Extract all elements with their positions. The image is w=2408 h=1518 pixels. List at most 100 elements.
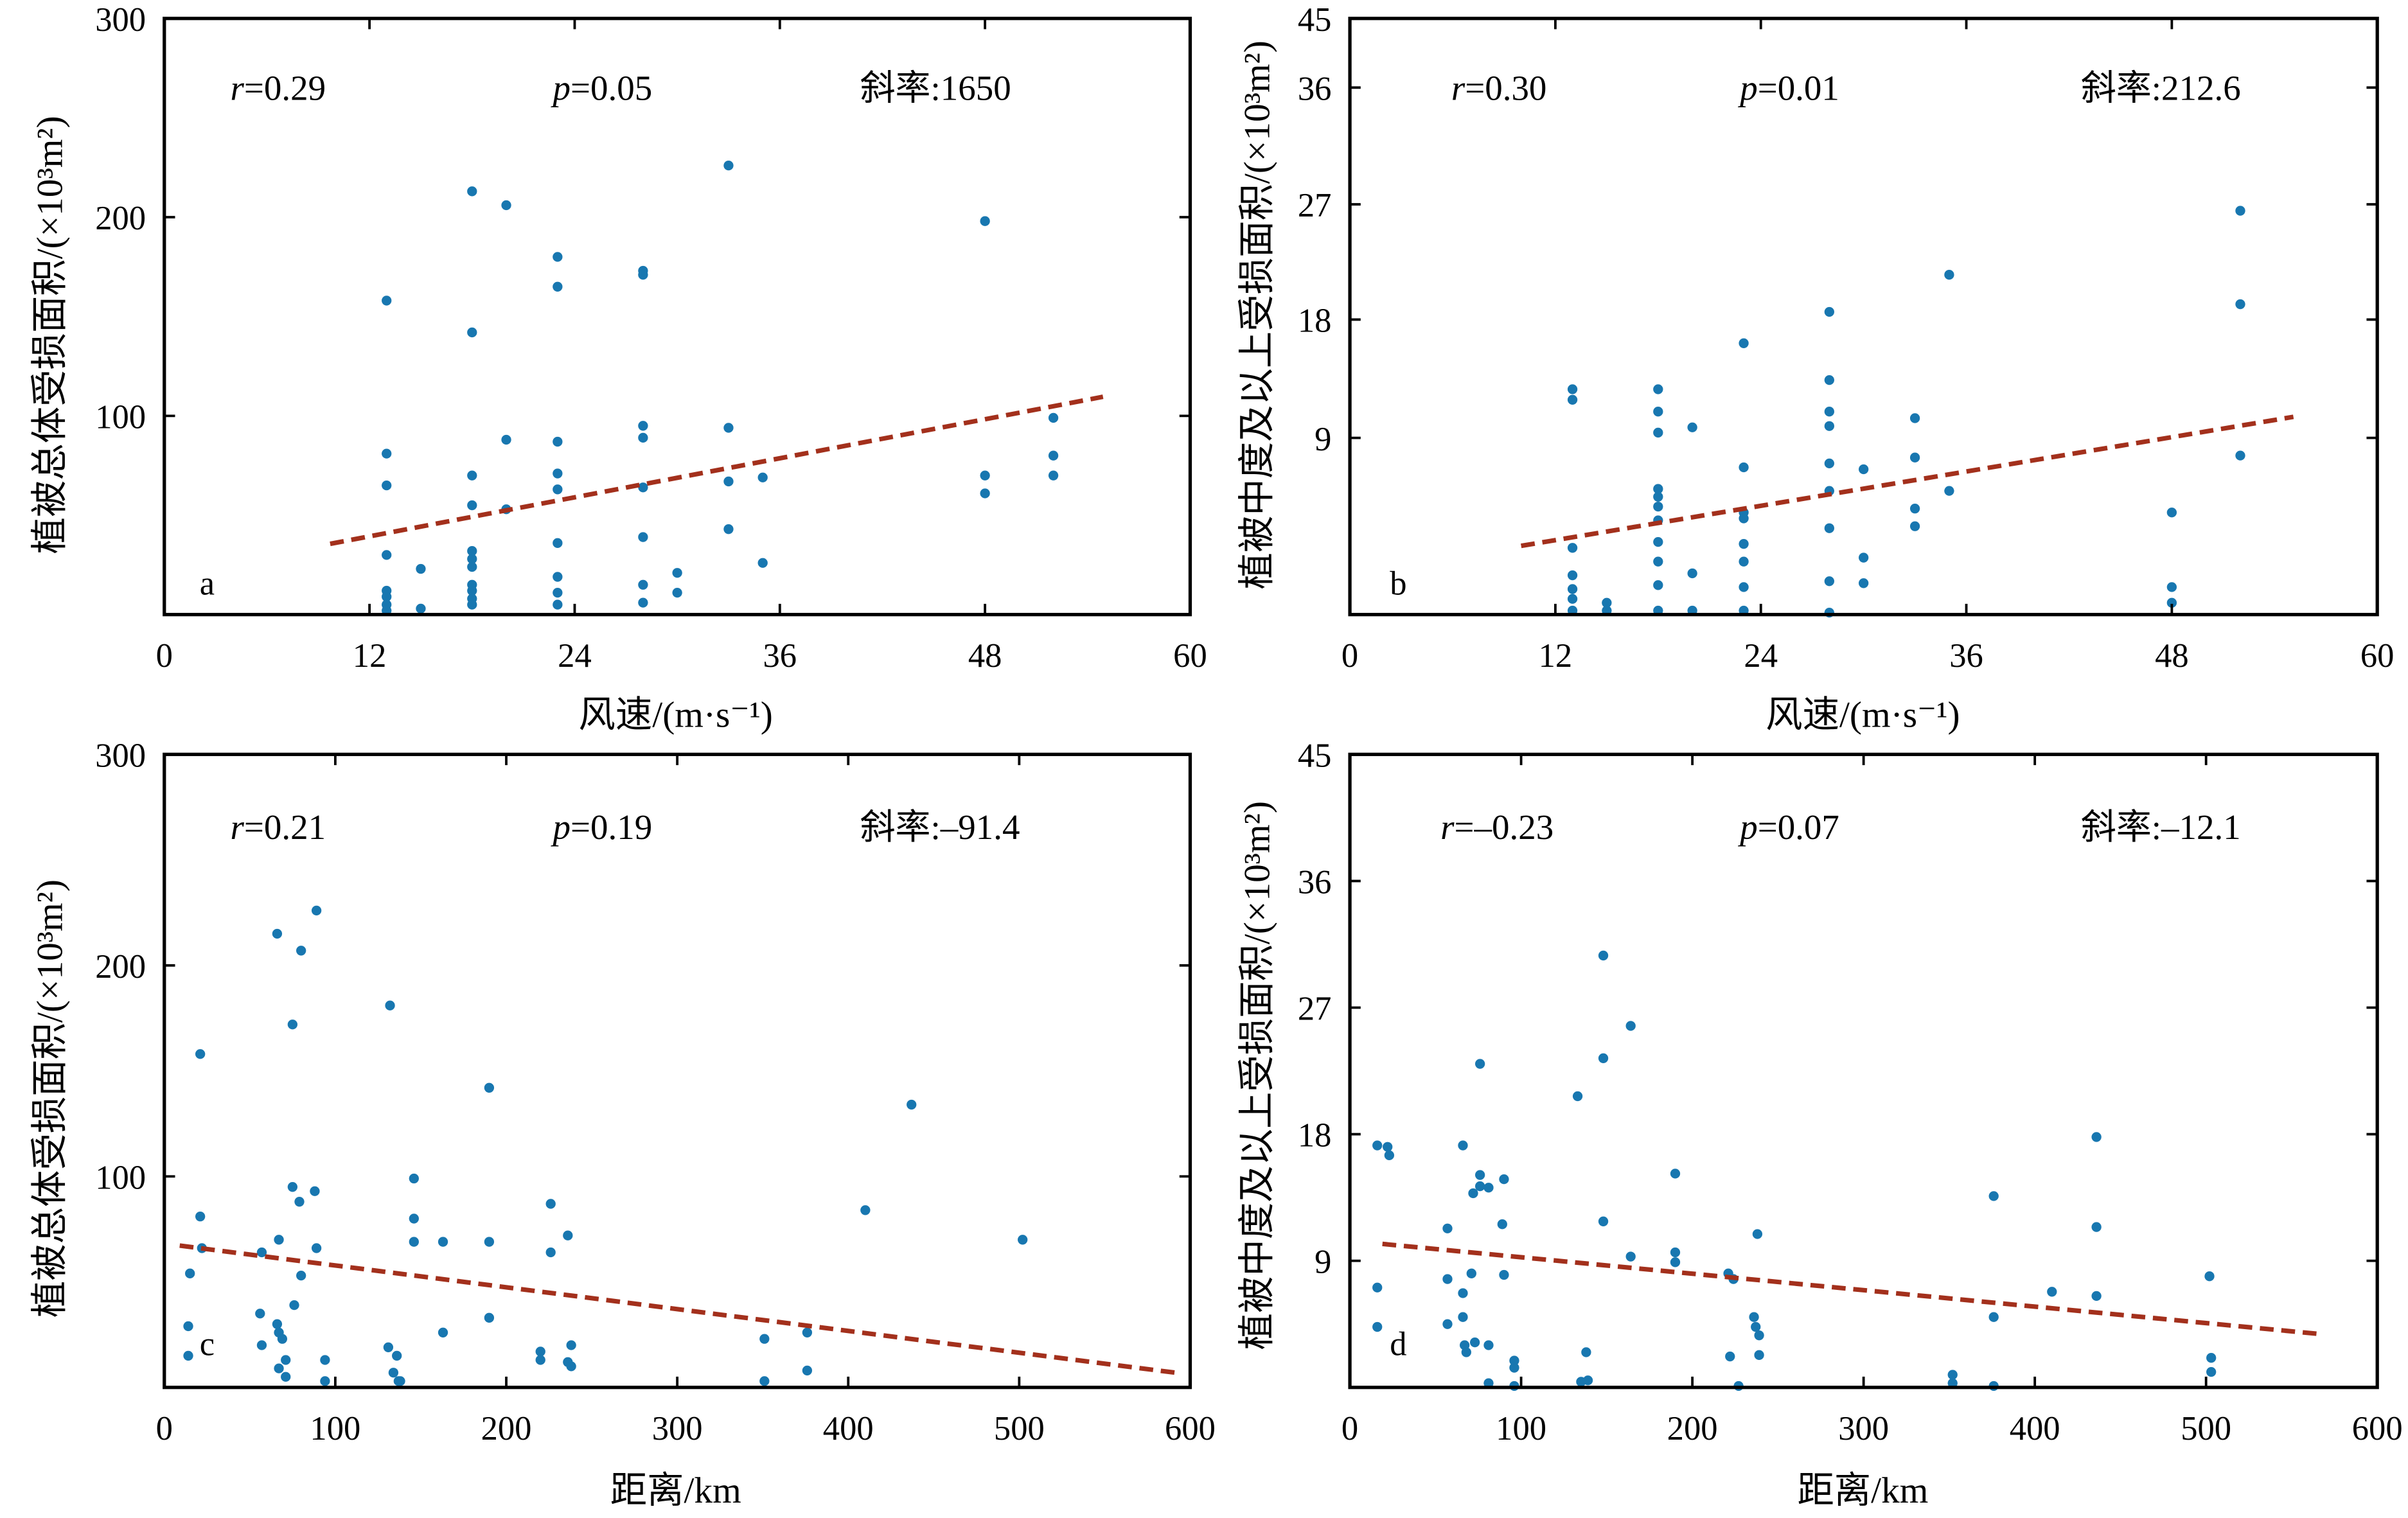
data-point <box>1442 1274 1453 1284</box>
data-point <box>1499 1174 1509 1185</box>
data-point <box>1944 270 1954 280</box>
data-point <box>1483 1183 1494 1193</box>
data-point <box>1670 1169 1681 1179</box>
y-tick-label: 27 <box>1298 187 1332 224</box>
trend-line <box>1521 414 2294 549</box>
data-point <box>535 1346 545 1357</box>
data-point <box>294 1197 305 1207</box>
data-point <box>980 470 990 481</box>
data-point <box>1598 1216 1609 1226</box>
panel-b: 0 12 24 36 48 60 9 18 27 36 45 植被中度及以上受损面积/(×10³m²… <box>1237 1 2394 735</box>
data-point <box>553 468 563 479</box>
data-point <box>1988 1191 1999 1201</box>
data-point <box>1383 1142 1393 1152</box>
data-point <box>1754 1350 1764 1360</box>
data-point <box>802 1365 813 1376</box>
data-point <box>287 1019 298 1030</box>
data-point <box>1653 384 1663 394</box>
data-point <box>2235 299 2245 310</box>
x-axis-label: 距离/km <box>1797 1470 1928 1511</box>
data-point <box>1625 1251 1636 1262</box>
data-point <box>382 480 392 491</box>
data-point <box>759 1376 770 1386</box>
data-point <box>1988 1312 1999 1322</box>
panel-letter: b <box>1390 565 1406 603</box>
data-point <box>296 946 306 956</box>
data-point <box>1442 1223 1453 1233</box>
data-point <box>438 1237 448 1247</box>
data-point <box>1824 407 1834 417</box>
data-point <box>1483 1340 1494 1350</box>
data-point <box>1687 568 1697 579</box>
data-point <box>672 568 682 578</box>
data-point <box>382 296 392 306</box>
data-point <box>1653 580 1663 590</box>
data-point <box>1909 521 1920 531</box>
data-point <box>553 587 563 598</box>
data-point <box>256 1340 267 1350</box>
x-tick-label: 300 <box>652 1410 703 1447</box>
plot-area: 0 100 200 300 400 500 600 9 18 27 36 45 <box>1298 737 2403 1447</box>
data-point <box>1754 1330 1764 1341</box>
panel-letter: d <box>1390 1325 1406 1363</box>
data-point <box>563 1230 573 1240</box>
data-point <box>392 1350 402 1361</box>
data-point <box>1739 556 1749 567</box>
y-tick-label: 45 <box>1298 737 1332 774</box>
data-point <box>467 585 477 596</box>
x-tick-label: 500 <box>994 1410 1045 1447</box>
data-point <box>545 1247 556 1258</box>
r-symbol: r <box>1451 68 1465 107</box>
p-value: =0.19 <box>571 808 652 847</box>
data-point <box>1499 1269 1509 1280</box>
data-point <box>638 579 648 590</box>
data-point <box>183 1321 193 1332</box>
data-point <box>274 1235 284 1245</box>
data-point <box>1739 513 1749 524</box>
data-point <box>289 1300 299 1311</box>
data-point <box>1458 1288 1468 1298</box>
p-value: =0.07 <box>1758 808 1839 847</box>
r-value: =0.30 <box>1465 68 1546 107</box>
r-statistic: r=0.30 <box>1451 68 1547 107</box>
data-point <box>2235 206 2245 216</box>
data-point <box>545 1199 556 1209</box>
data-point <box>553 572 563 582</box>
data-point <box>1567 384 1578 394</box>
x-tick-label: 60 <box>1173 637 1207 675</box>
x-tick-label: 100 <box>310 1410 360 1447</box>
data-point <box>272 1319 283 1329</box>
y-axis-label: 植被中度及以上受损面积/(×10³m²) <box>1237 801 1277 1350</box>
data-point <box>1749 1312 1759 1322</box>
data-point <box>553 281 563 292</box>
plot-frame <box>163 752 1192 1390</box>
data-point <box>1567 543 1578 553</box>
data-point <box>1048 412 1059 423</box>
data-point <box>1670 1247 1681 1258</box>
data-point <box>467 470 477 481</box>
data-point <box>1687 422 1697 432</box>
data-point <box>980 216 990 226</box>
data-point <box>723 524 734 534</box>
data-point <box>638 532 648 542</box>
x-tick-label: 0 <box>156 1410 173 1447</box>
plot-frame <box>1348 17 2379 617</box>
data-point <box>416 603 426 614</box>
data-point <box>2166 582 2177 592</box>
y-tick-label: 100 <box>95 1159 146 1196</box>
data-point <box>723 160 734 171</box>
slope-annotation: 斜率:–12.1 <box>2081 808 2241 847</box>
x-axis-label: 距离/km <box>610 1470 741 1511</box>
data-point <box>272 928 283 939</box>
data-point <box>274 1363 284 1373</box>
plot-area: 0 12 24 36 48 60 9 18 27 36 45 <box>1298 1 2395 675</box>
data-point <box>535 1355 545 1365</box>
r-statistic: r=0.29 <box>231 68 326 107</box>
data-point <box>638 432 648 443</box>
y-tick-label: 9 <box>1315 1244 1331 1281</box>
slope-annotation: 斜率:1650 <box>860 68 1011 107</box>
x-tick-label: 100 <box>1496 1410 1546 1447</box>
y-tick-label: 200 <box>95 200 146 237</box>
data-point <box>553 436 563 447</box>
r-value: =0.21 <box>244 808 326 847</box>
